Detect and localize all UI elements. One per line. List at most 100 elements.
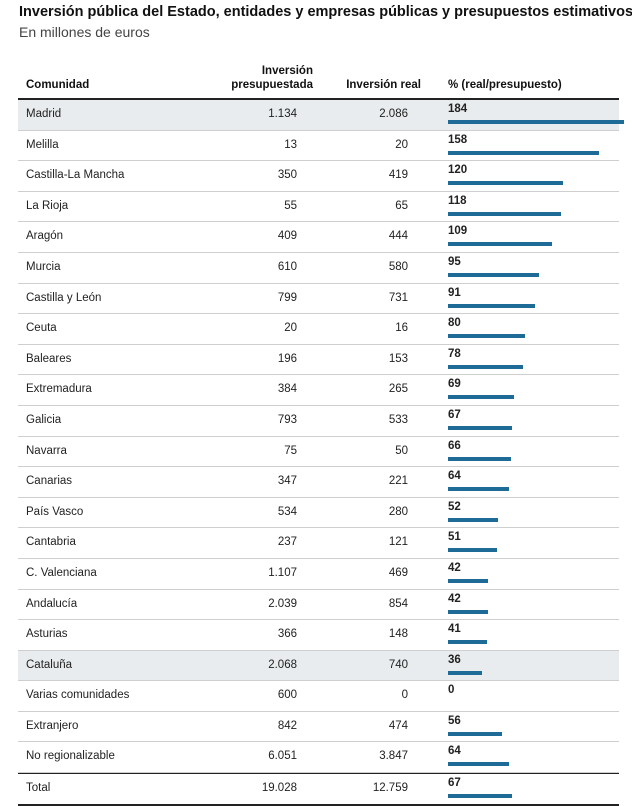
- pct-bar: [448, 211, 561, 216]
- cell-pct-label: 69: [448, 378, 461, 391]
- header-pct: % (real/presupuesto): [448, 79, 562, 91]
- cell-real: 580: [388, 260, 408, 273]
- cell-real: 3.847: [379, 750, 408, 763]
- cell-pct-label: 67: [448, 777, 461, 790]
- cell-pct-label: 64: [448, 745, 461, 758]
- cell-comunidad: Melilla: [26, 138, 59, 151]
- cell-real: 265: [388, 383, 408, 396]
- cell-presupuestada: 600: [277, 689, 297, 702]
- table-body: Madrid 1.134 2.086 184 Melilla 13 20 158 Castill…: [18, 100, 624, 806]
- cell-pct-label: 52: [448, 500, 461, 513]
- pct-bar: [448, 670, 483, 675]
- cell-presupuestada: 610: [277, 260, 297, 273]
- cell-real: 444: [388, 230, 408, 243]
- chart-title: Inversión pública del Estado, entidades …: [19, 4, 632, 20]
- cell-pct-label: 66: [448, 439, 461, 452]
- table-row: Canarias 347 221 64: [18, 467, 619, 498]
- cell-real: 533: [388, 413, 408, 426]
- cell-presupuestada: 384: [277, 383, 297, 396]
- cell-comunidad: La Rioja: [26, 199, 69, 212]
- cell-pct-label: 109: [448, 225, 468, 238]
- cell-comunidad: Navarra: [26, 444, 67, 457]
- pct-bar: [448, 456, 512, 461]
- cell-pct-label: 91: [448, 286, 461, 299]
- table-row: Ceuta 20 16 80: [18, 314, 619, 345]
- cell-comunidad: No regionalizable: [26, 750, 115, 763]
- cell-pct-label: 64: [448, 470, 461, 483]
- cell-real: 16: [395, 322, 408, 335]
- cell-comunidad: Cataluña: [26, 658, 73, 671]
- cell-comunidad: Andalucía: [26, 597, 78, 610]
- cell-presupuestada: 1.134: [268, 108, 297, 120]
- cell-pct-label: 158: [448, 133, 468, 146]
- pct-bar: [448, 794, 513, 799]
- cell-comunidad: Castilla-La Mancha: [26, 169, 125, 182]
- table-row: Murcia 610 580 95: [18, 253, 619, 284]
- table-row: Melilla 13 20 158: [18, 131, 619, 162]
- cell-presupuestada: 6.051: [268, 750, 297, 763]
- cell-comunidad: Ceuta: [26, 322, 57, 335]
- table-row: Aragón 409 444 109: [18, 222, 619, 253]
- pct-bar: [448, 487, 510, 492]
- table-row: Castilla y León 799 731 91: [18, 284, 619, 315]
- cell-presupuestada: 196: [277, 352, 297, 365]
- table-row: Castilla-La Mancha 350 419 120: [18, 161, 619, 192]
- cell-pct-label: 118: [448, 194, 467, 207]
- cell-real: 65: [395, 199, 408, 212]
- cell-presupuestada: 20: [284, 322, 297, 335]
- cell-comunidad: Madrid: [26, 108, 62, 120]
- table-row: No regionalizable 6.051 3.847 64: [18, 742, 619, 774]
- pct-bar: [448, 272, 539, 277]
- cell-real: 153: [388, 352, 408, 365]
- pct-bar: [448, 364, 523, 369]
- cell-pct-label: 56: [448, 714, 461, 727]
- cell-real: 121: [388, 536, 408, 549]
- pct-bar: [448, 578, 489, 583]
- cell-pct-label: 51: [448, 531, 461, 544]
- pct-bar: [448, 334, 525, 339]
- cell-presupuestada: 19.028: [261, 782, 297, 795]
- cell-comunidad: País Vasco: [26, 505, 84, 518]
- table-row: Andalucía 2.039 854 42: [18, 590, 619, 621]
- table-header: Comunidad Inversión presupuestada Inversi…: [18, 60, 619, 100]
- chart-subtitle: En millones de euros: [19, 24, 150, 40]
- cell-real: 280: [388, 505, 408, 518]
- pct-bar: [448, 640, 488, 645]
- cell-comunidad: Canarias: [26, 475, 73, 488]
- cell-presupuestada: 350: [277, 169, 297, 182]
- cell-presupuestada: 1.107: [268, 566, 297, 579]
- total-row: Total 19.028 12.759 67: [18, 773, 619, 806]
- cell-comunidad: Varias comunidades: [26, 689, 130, 702]
- cell-real: 854: [388, 597, 408, 610]
- header-comunidad: Comunidad: [26, 79, 90, 91]
- cell-comunidad: Murcia: [26, 260, 61, 273]
- cell-pct-label: 41: [448, 623, 461, 636]
- table-row: La Rioja 55 65 118: [18, 192, 619, 223]
- cell-presupuestada: 409: [277, 230, 297, 243]
- cell-comunidad: Aragón: [26, 230, 64, 243]
- cell-comunidad: Galicia: [26, 413, 62, 426]
- cell-real: 469: [388, 566, 408, 579]
- pct-bar: [448, 181, 563, 186]
- cell-comunidad: Asturias: [26, 628, 68, 641]
- cell-comunidad: Cantabria: [26, 536, 76, 549]
- cell-presupuestada: 75: [284, 444, 297, 457]
- header-presupuestada: Inversión presupuestada: [231, 65, 313, 91]
- table-row: Baleares 196 153 78: [18, 345, 619, 376]
- cell-pct-label: 80: [448, 317, 461, 330]
- cell-presupuestada: 799: [277, 291, 297, 304]
- cell-real: 148: [388, 628, 408, 641]
- cell-presupuestada: 842: [277, 719, 297, 732]
- table-row: Extremadura 384 265 69: [18, 375, 619, 406]
- pct-bar: [448, 762, 510, 767]
- cell-pct-label: 36: [448, 653, 461, 666]
- cell-pct-label: 95: [448, 255, 461, 268]
- cell-pct-label: 120: [448, 164, 468, 177]
- table-row: Galicia 793 533 67: [18, 406, 619, 437]
- cell-real: 474: [388, 719, 408, 732]
- cell-presupuestada: 2.039: [268, 597, 297, 610]
- cell-presupuestada: 793: [277, 413, 297, 426]
- cell-pct-label: 42: [448, 592, 461, 605]
- cell-real: 20: [395, 138, 408, 151]
- pct-bar: [448, 548, 497, 553]
